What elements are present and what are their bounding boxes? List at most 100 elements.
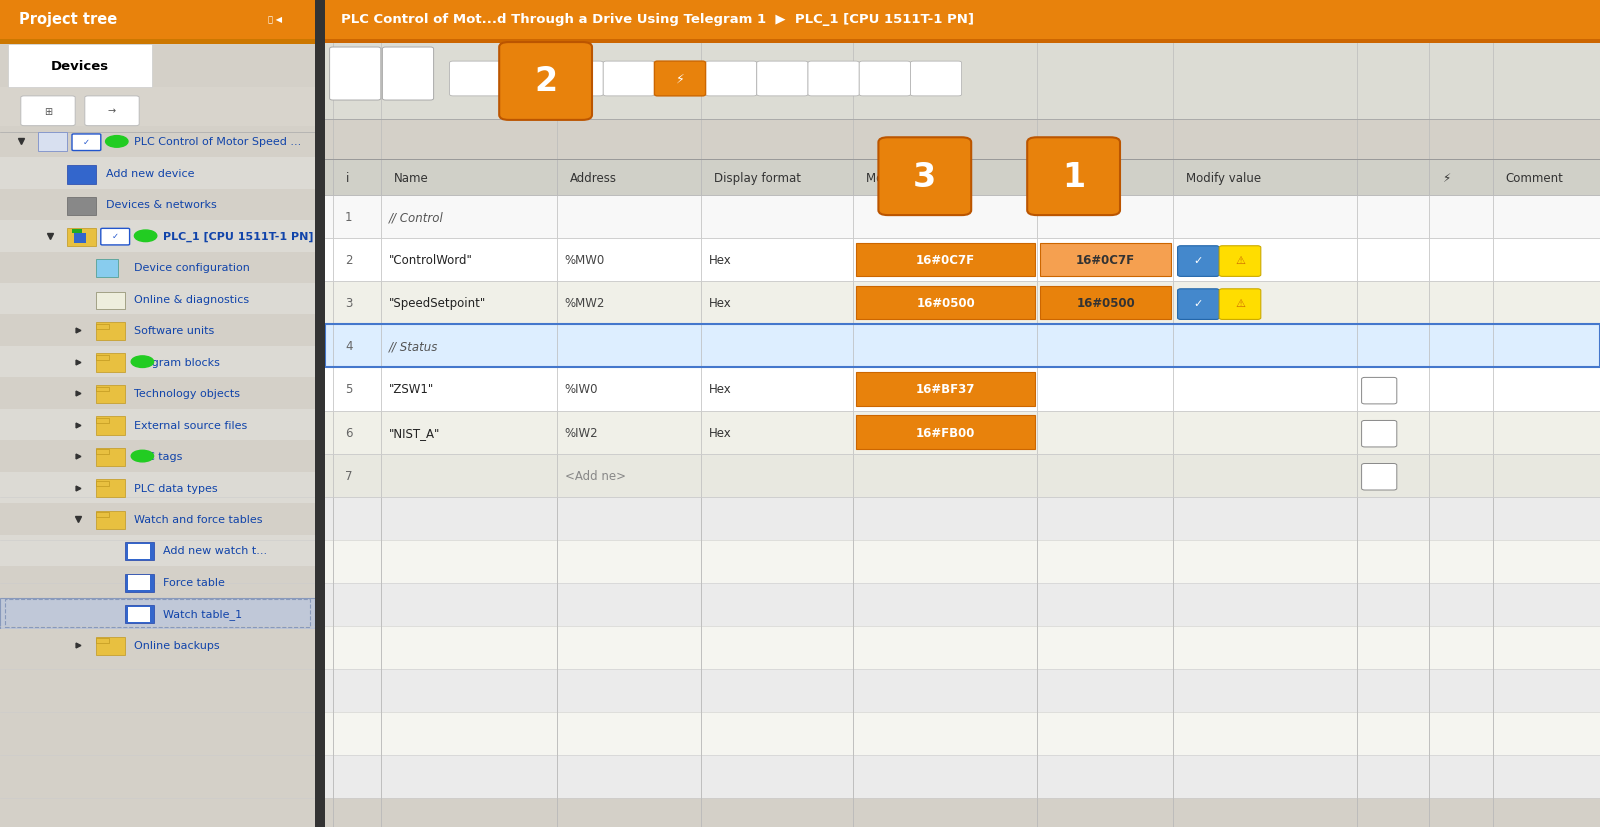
Text: Add new watch t...: Add new watch t... — [163, 546, 267, 556]
Text: 7: 7 — [346, 469, 352, 482]
Bar — [325, 282, 1600, 325]
Bar — [0, 347, 315, 378]
Text: PLC Control of Mot...d Through a Drive Using Telegram 1  ▶  PLC_1 [CPU 1511T-1 P: PLC Control of Mot...d Through a Drive U… — [341, 13, 974, 26]
Text: %MW2: %MW2 — [565, 297, 605, 310]
Bar — [5, 600, 310, 628]
Bar — [72, 230, 82, 234]
Bar — [325, 454, 1600, 497]
Bar — [0, 189, 315, 221]
Text: ✓: ✓ — [1194, 299, 1203, 308]
Text: Force table: Force table — [163, 577, 226, 587]
Text: Devices & networks: Devices & networks — [106, 200, 216, 210]
Text: Technology objects: Technology objects — [134, 389, 240, 399]
Text: Online & diagnostics: Online & diagnostics — [134, 294, 250, 304]
Text: Monitor value: Monitor value — [866, 171, 947, 184]
Bar — [0, 535, 315, 566]
Text: ⚠: ⚠ — [1235, 299, 1245, 308]
Text: "SpeedSetpoint": "SpeedSetpoint" — [389, 297, 486, 310]
Text: PLC_1 [CPU 1511T-1 PN]: PLC_1 [CPU 1511T-1 PN] — [163, 232, 314, 241]
Bar — [325, 325, 1600, 368]
Text: ⬛ ◀: ⬛ ◀ — [269, 16, 282, 24]
Bar — [325, 626, 1600, 669]
Bar — [96, 418, 109, 423]
Bar — [0, 566, 315, 598]
Circle shape — [131, 356, 154, 368]
Text: 16#0500: 16#0500 — [917, 297, 974, 310]
Text: Display format: Display format — [714, 171, 800, 184]
Text: Address: Address — [570, 171, 616, 184]
Bar — [1040, 287, 1171, 320]
Bar — [325, 669, 1600, 712]
FancyBboxPatch shape — [21, 97, 75, 127]
Text: 16#FB00: 16#FB00 — [915, 426, 976, 439]
FancyBboxPatch shape — [85, 97, 139, 127]
FancyBboxPatch shape — [1027, 138, 1120, 216]
Bar — [325, 160, 1600, 196]
Bar — [0, 629, 315, 661]
Bar — [96, 450, 109, 455]
Bar — [96, 417, 125, 435]
Bar — [8, 45, 152, 88]
Bar — [0, 315, 315, 347]
FancyBboxPatch shape — [859, 62, 910, 97]
Bar — [74, 234, 86, 244]
FancyBboxPatch shape — [101, 229, 130, 246]
Bar — [0, 284, 315, 315]
FancyBboxPatch shape — [1219, 289, 1261, 320]
Text: ✓: ✓ — [83, 138, 90, 146]
Text: 16#0C7F: 16#0C7F — [917, 254, 974, 267]
Bar — [0, 598, 315, 629]
Text: Online backups: Online backups — [134, 640, 221, 650]
Text: ✓: ✓ — [112, 232, 118, 241]
Text: PLC tags: PLC tags — [134, 452, 182, 461]
Circle shape — [134, 231, 157, 242]
Text: →: → — [107, 107, 117, 117]
Bar — [128, 544, 150, 559]
Bar — [96, 323, 125, 341]
FancyBboxPatch shape — [499, 43, 592, 121]
Bar — [0, 127, 315, 158]
Bar — [96, 385, 125, 404]
Bar — [0, 252, 315, 284]
Bar — [125, 543, 154, 561]
FancyBboxPatch shape — [552, 62, 603, 97]
Text: Hex: Hex — [709, 383, 731, 396]
Text: ⚡: ⚡ — [1442, 171, 1450, 184]
FancyBboxPatch shape — [706, 62, 757, 97]
Bar — [96, 513, 109, 518]
Text: Devices: Devices — [51, 60, 109, 73]
Bar — [0, 158, 315, 189]
FancyBboxPatch shape — [450, 62, 501, 97]
Text: 16#0C7F: 16#0C7F — [1077, 254, 1134, 267]
Text: 16#BF37: 16#BF37 — [915, 383, 976, 396]
Text: PLC data types: PLC data types — [134, 483, 218, 493]
Text: Software units: Software units — [134, 326, 214, 336]
Bar — [325, 325, 1600, 368]
Text: External source files: External source files — [134, 420, 248, 430]
Text: 6: 6 — [346, 426, 352, 439]
Text: PLC Control of Motor Speed ...: PLC Control of Motor Speed ... — [134, 137, 302, 147]
FancyBboxPatch shape — [501, 62, 552, 97]
Text: 1: 1 — [1062, 160, 1085, 194]
Text: Hex: Hex — [709, 254, 731, 267]
Text: // Status: // Status — [389, 340, 438, 353]
Text: Program blocks: Program blocks — [134, 357, 221, 367]
Text: 5: 5 — [346, 383, 352, 396]
Bar — [0, 133, 315, 158]
Bar — [315, 0, 325, 827]
Text: Comment: Comment — [1506, 171, 1563, 184]
Bar — [67, 228, 96, 246]
FancyBboxPatch shape — [878, 138, 971, 216]
Text: Modify value: Modify value — [1186, 171, 1261, 184]
Text: 4: 4 — [346, 340, 352, 353]
Bar — [96, 480, 125, 498]
Bar — [128, 607, 150, 622]
Bar — [0, 40, 315, 45]
Text: 1: 1 — [346, 211, 352, 224]
Bar — [67, 166, 96, 184]
FancyBboxPatch shape — [808, 62, 859, 97]
Bar — [325, 454, 1600, 497]
Bar — [856, 416, 1035, 449]
Bar — [0, 472, 315, 504]
FancyBboxPatch shape — [1362, 378, 1397, 404]
